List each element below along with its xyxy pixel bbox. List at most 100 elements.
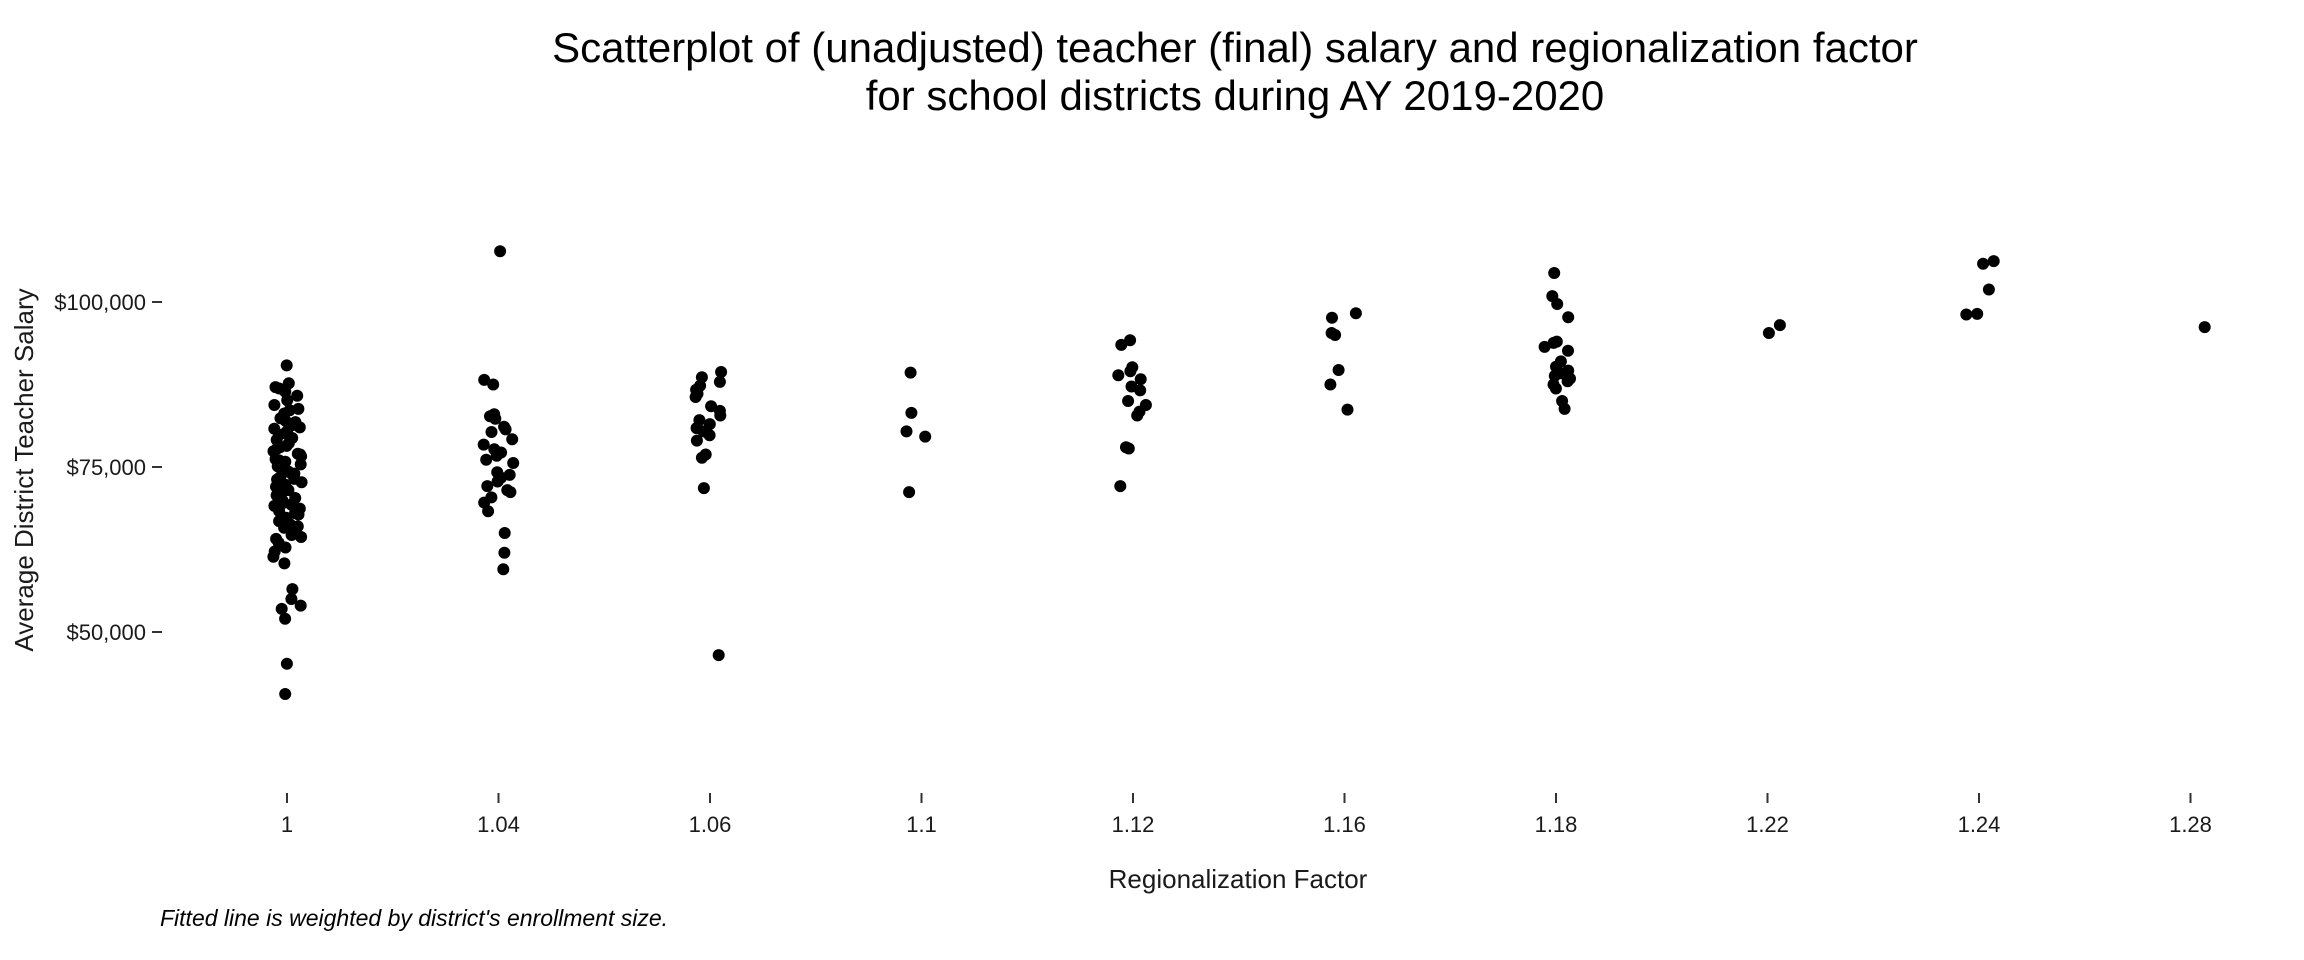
data-point: [1124, 365, 1137, 378]
data-point: [285, 593, 298, 605]
data-point: [1562, 344, 1574, 357]
data-point: [904, 366, 917, 379]
data-point: [278, 521, 291, 534]
data-point: [270, 480, 282, 493]
data-point: [1562, 311, 1575, 324]
data-point: [1551, 298, 1564, 310]
data-point: [478, 373, 491, 386]
data-point: [275, 602, 288, 615]
y-axis-label: Average District Teacher Salary: [9, 288, 39, 651]
data-point: [1547, 336, 1560, 349]
data-point: [498, 546, 511, 559]
y-tick-label: $50,000: [66, 620, 146, 645]
data-point: [273, 454, 286, 467]
data-point: [489, 412, 502, 425]
data-point: [490, 449, 503, 462]
data-point: [291, 447, 304, 460]
data-point: [1134, 373, 1147, 386]
data-point: [695, 451, 708, 464]
data-point: [1349, 307, 1362, 320]
data-point: [288, 472, 301, 485]
data-point: [1122, 395, 1135, 407]
data-point: [905, 406, 918, 419]
data-point: [279, 541, 292, 554]
data-point: [1960, 308, 1973, 321]
data-point: [499, 423, 512, 436]
data-point: [1538, 340, 1551, 353]
data-point: [294, 599, 307, 612]
data-point: [1112, 369, 1125, 382]
data-point: [713, 375, 726, 388]
data-point: [1115, 338, 1128, 351]
data-point: [279, 414, 292, 427]
data-point: [477, 438, 490, 451]
data-point: [487, 378, 500, 391]
data-point: [506, 433, 519, 446]
data-point: [286, 583, 299, 596]
data-point: [900, 425, 913, 438]
x-tick-label: 1.04: [477, 812, 520, 837]
data-point: [1326, 311, 1338, 324]
y-tick-label: $100,000: [54, 290, 146, 315]
data-point: [281, 394, 294, 407]
data-point: [1987, 255, 2000, 268]
data-point: [291, 389, 304, 402]
x-tick-label: 1: [281, 812, 293, 837]
data-point: [274, 494, 287, 506]
chart-title-line-1: Scatterplot of (unadjusted) teacher (fin…: [552, 24, 1918, 71]
data-point: [273, 441, 286, 454]
data-point: [1114, 480, 1127, 493]
data-point: [714, 409, 727, 422]
data-point: [690, 434, 703, 447]
data-point: [1329, 329, 1342, 341]
data-point: [1549, 382, 1562, 395]
data-point: [1324, 378, 1337, 391]
data-point: [1977, 257, 1990, 270]
data-point: [1131, 409, 1144, 422]
data-point: [919, 430, 932, 443]
data-point: [497, 563, 510, 576]
data-point: [491, 475, 504, 488]
data-point: [712, 649, 725, 662]
x-tick-label: 1.18: [1535, 812, 1578, 837]
data-point: [280, 657, 293, 670]
data-point: [285, 529, 298, 541]
data-point: [295, 531, 308, 543]
data-point: [485, 426, 498, 438]
data-point: [697, 482, 710, 495]
data-point: [280, 359, 293, 372]
x-tick-label: 1.12: [1112, 812, 1155, 837]
x-tick-label: 1.06: [689, 812, 732, 837]
data-point: [267, 550, 280, 563]
data-point: [480, 453, 493, 466]
y-axis: $50,000 $75,000 $100,000: [54, 290, 162, 645]
x-tick-label: 1.22: [1746, 812, 1789, 837]
chart-title: Scatterplot of (unadjusted) teacher (fin…: [552, 24, 1918, 119]
x-axis: 1 1.04 1.06 1.1 1.12 1.16 1.18 1.22 1.24 1.28: [281, 793, 2212, 837]
chart-caption: Fitted line is weighted by district's en…: [160, 905, 668, 931]
data-point: [482, 505, 495, 518]
data-point: [903, 486, 916, 499]
data-point: [268, 399, 281, 411]
data-point: [504, 486, 517, 499]
data-point: [293, 421, 306, 434]
data-point: [703, 429, 716, 442]
data-point: [2198, 321, 2211, 334]
data-point: [1762, 327, 1775, 339]
data-point: [279, 688, 292, 700]
data-point: [1982, 283, 1995, 296]
x-tick-label: 1.16: [1323, 812, 1366, 837]
data-point: [498, 527, 511, 539]
data-points: [267, 245, 2211, 700]
data-point: [1773, 319, 1786, 332]
data-point: [1134, 384, 1147, 397]
data-point: [1561, 375, 1574, 388]
data-point: [1332, 364, 1345, 376]
data-point: [507, 457, 520, 469]
data-point: [689, 391, 702, 403]
data-point: [291, 520, 304, 533]
data-point: [285, 498, 298, 511]
data-point: [705, 400, 718, 413]
data-point: [279, 612, 292, 625]
data-point: [1124, 334, 1137, 347]
